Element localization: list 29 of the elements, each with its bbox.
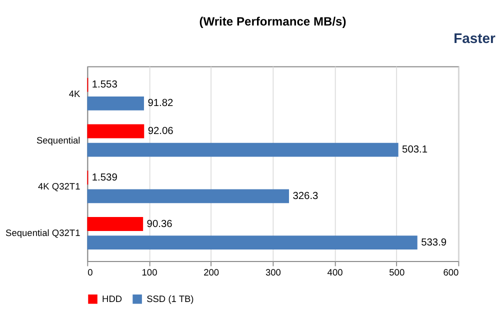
bar	[87, 96, 144, 110]
data-label: 1.553	[92, 80, 118, 91]
bar	[87, 124, 144, 138]
x-tick-label: 100	[142, 267, 158, 278]
x-tick-label: 600	[443, 267, 459, 278]
x-tick-label: 300	[265, 267, 281, 278]
data-label: 533.9	[421, 237, 447, 248]
legend-label: HDD	[102, 294, 122, 304]
legend-label: SSD (1 TB)	[146, 294, 194, 304]
x-tick-label: 200	[204, 267, 220, 278]
data-label: 90.36	[146, 218, 173, 230]
y-tick-label: Sequential	[36, 135, 80, 146]
chart-subtitle: (Write Performance MB/s)	[199, 14, 346, 28]
bar	[87, 142, 398, 157]
data-label: 91.82	[148, 98, 174, 110]
text: Faster	[454, 30, 496, 46]
data-label: 92.06	[148, 126, 174, 138]
x-tick-label: 400	[327, 267, 343, 278]
bar	[87, 189, 289, 204]
y-tick-label: 4K Q32T1	[38, 182, 80, 192]
x-tick-label: 0	[88, 267, 93, 278]
data-label: 326.3	[292, 190, 319, 202]
x-tick-label: 500	[389, 267, 405, 278]
data-label: 503.1	[402, 144, 428, 156]
bar	[87, 236, 418, 250]
bar	[87, 217, 144, 231]
y-tick-label: 4K	[68, 88, 82, 99]
y-tick-label: Sequential Q32T1	[6, 228, 80, 238]
data-label: 1.539	[92, 172, 118, 184]
